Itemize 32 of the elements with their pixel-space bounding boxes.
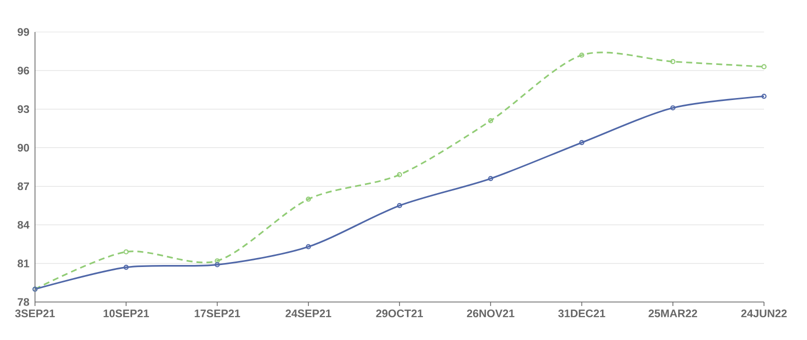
y-tick-label: 84 — [18, 220, 30, 229]
point — [396, 172, 402, 178]
y-tick-label: 90 — [18, 144, 30, 152]
point — [579, 140, 584, 146]
point — [124, 264, 129, 270]
x-tick-label: 24JUN22 — [741, 310, 787, 318]
point — [488, 118, 494, 124]
point — [214, 258, 220, 264]
y-tick-label: 93 — [18, 105, 30, 114]
point — [670, 59, 676, 64]
x-tick-label: 25MAR22 — [648, 310, 698, 318]
point — [306, 244, 311, 250]
point — [306, 196, 311, 202]
y-tick-label: 96 — [18, 66, 30, 74]
point — [761, 64, 767, 70]
point — [396, 203, 402, 208]
x-tick-label: 29OCT21 — [376, 310, 423, 318]
point — [214, 262, 220, 268]
x-tick-label: 31DEC21 — [558, 310, 606, 318]
x-tick-label: 10SEP21 — [104, 310, 149, 318]
y-tick-label: 78 — [18, 298, 30, 306]
x-tick-label: 26NOV21 — [466, 310, 514, 318]
x-tick-label: 24SEP21 — [286, 310, 332, 318]
point — [124, 249, 129, 254]
y-tick-label: 99 — [18, 28, 30, 36]
x-tick-label: 17SEP21 — [194, 310, 240, 318]
point — [670, 105, 676, 110]
point — [579, 52, 584, 58]
y-tick-label: 87 — [18, 182, 29, 190]
point — [488, 176, 494, 182]
x-tick-label: 3SEP21 — [15, 310, 55, 318]
y-tick-label: 81 — [18, 260, 30, 268]
